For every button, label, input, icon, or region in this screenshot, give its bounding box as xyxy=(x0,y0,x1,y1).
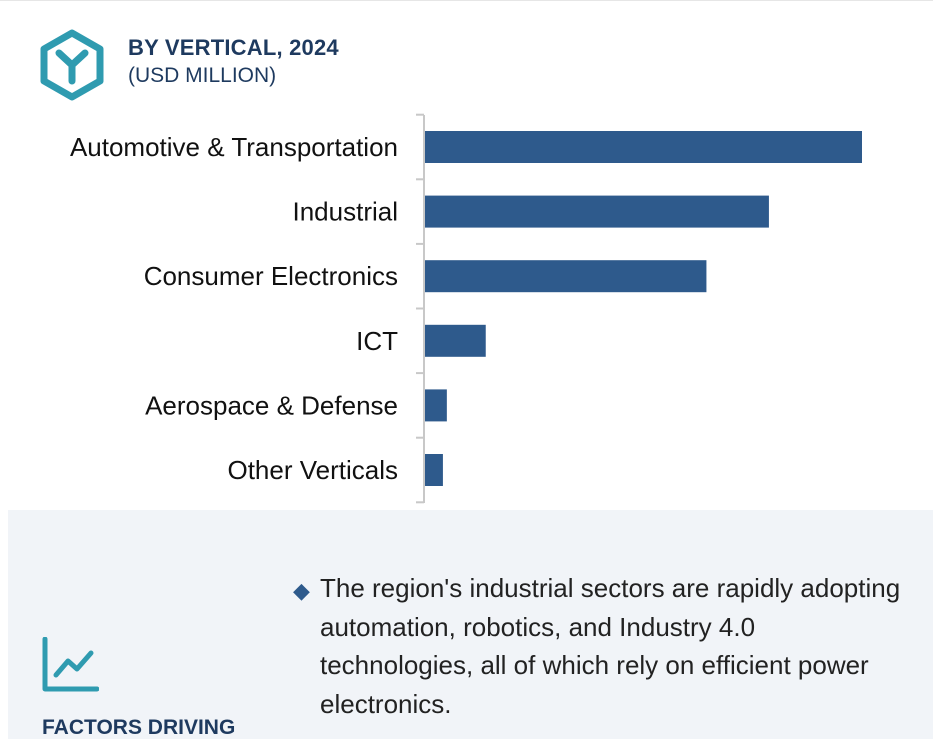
hexagon-y-logo-icon xyxy=(40,29,104,101)
trend-line-chart-icon xyxy=(42,637,99,692)
factors-panel: FACTORS DRIVING ◆ The region's industria… xyxy=(8,510,933,739)
category-label: Aerospace & Defense xyxy=(145,390,398,420)
category-label: ICT xyxy=(356,326,398,356)
bar-chart: Automotive & Transportation Industrial Con… xyxy=(70,113,862,504)
bar-consumer-electronics xyxy=(425,260,707,293)
bar-automotive-transportation xyxy=(425,131,862,163)
factors-title: FACTORS DRIVING xyxy=(42,716,236,739)
category-label: Automotive & Transportation xyxy=(70,132,398,162)
category-label: Other Verticals xyxy=(227,455,398,485)
bar-aerospace-defense xyxy=(425,389,447,422)
bar-other-verticals xyxy=(425,454,443,486)
bullet-diamond-icon: ◆ xyxy=(293,578,310,603)
bar-ict xyxy=(425,324,486,357)
bar-industrial xyxy=(425,195,769,228)
chart-subtitle: (USD MILLION) xyxy=(128,64,277,87)
chart-panel: BY VERTICAL, 2024 (USD MILLION) Automoti… xyxy=(0,0,933,504)
category-label: Industrial xyxy=(293,197,399,227)
category-label: Consumer Electronics xyxy=(144,261,398,291)
factor-bullet-text: The region's industrial sectors are rapi… xyxy=(320,573,901,719)
chart-title: BY VERTICAL, 2024 xyxy=(128,35,339,60)
